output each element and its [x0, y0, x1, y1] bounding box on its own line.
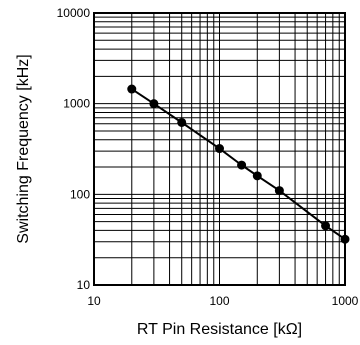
tick-labels: 10 100 1000 10 100 1000 10000 [57, 6, 359, 308]
data-point [274, 186, 284, 196]
series-layer [127, 84, 350, 244]
y-tick-label: 10000 [57, 6, 91, 20]
x-tick-label: 100 [209, 294, 229, 308]
data-point [237, 160, 247, 170]
data-point [177, 117, 187, 127]
data-point [127, 84, 137, 94]
x-axis-title: RT Pin Resistance [kΩ] [137, 321, 302, 338]
data-point [252, 171, 262, 181]
data-point [215, 144, 224, 154]
y-tick-label: 10 [77, 278, 91, 292]
y-tick-label: 100 [70, 187, 90, 201]
data-point [149, 99, 159, 109]
y-tick-label: 1000 [63, 97, 90, 111]
x-tick-label: 10 [87, 294, 101, 308]
data-point [340, 234, 350, 244]
data-point [321, 221, 331, 231]
plot-frame [93, 12, 346, 286]
y-axis-title: Switching Frequency [kHz] [15, 54, 32, 243]
x-tick-label: 1000 [332, 294, 359, 308]
